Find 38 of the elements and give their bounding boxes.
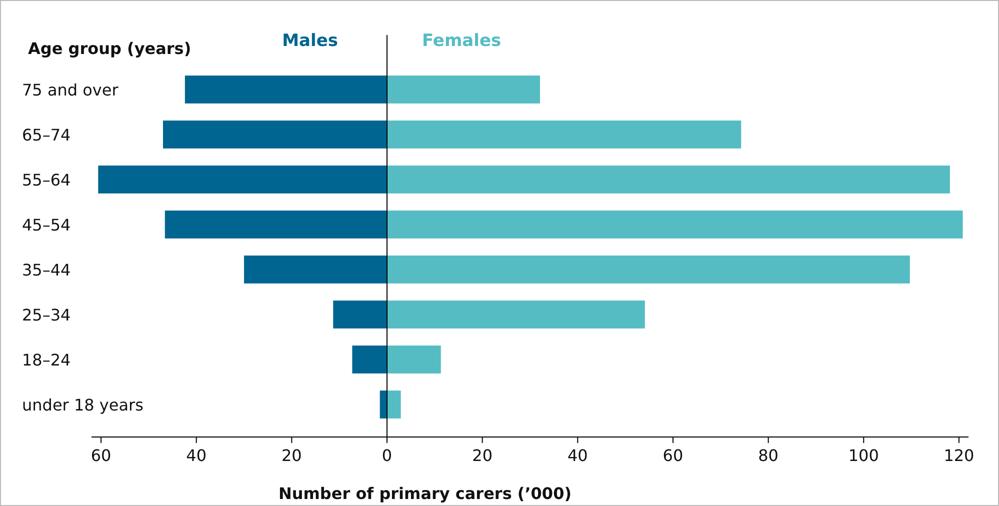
bar	[98, 166, 388, 194]
series-label: Males	[282, 31, 338, 51]
x-tick-label: 40	[186, 446, 207, 465]
bar	[387, 166, 950, 194]
bar	[387, 120, 742, 148]
y-tick-label: 55–64	[22, 170, 71, 190]
bar	[387, 256, 910, 284]
bar	[244, 256, 388, 284]
x-tick-label: 120	[944, 446, 974, 465]
bar	[387, 390, 401, 418]
bar	[387, 76, 540, 104]
bar	[184, 76, 388, 104]
y-tick-label: 75 and over	[22, 80, 119, 100]
bar	[333, 300, 388, 328]
bar	[387, 300, 645, 328]
bar	[380, 390, 388, 418]
y-tick-label: 65–74	[22, 126, 71, 144]
series-label: Females	[422, 31, 502, 51]
y-tick-label: 45–54	[22, 216, 71, 234]
y-tick-label: 18–24	[22, 350, 71, 370]
x-tick-label: 0	[382, 446, 392, 465]
bar	[387, 210, 963, 238]
y-tick-label: 35–44	[22, 260, 71, 280]
x-tick-label: 20	[472, 446, 493, 465]
x-axis-title: Number of primary carers (’000)	[278, 484, 572, 503]
y-tick-label: 25–34	[22, 306, 71, 324]
bar	[162, 120, 388, 148]
y-tick-label: under 18 years	[22, 396, 144, 414]
x-tick-label: 100	[848, 446, 879, 465]
bar	[352, 346, 388, 374]
x-tick-label: 40	[567, 446, 588, 465]
bar	[387, 346, 441, 374]
bar	[164, 210, 388, 238]
x-tick-label: 60	[90, 446, 112, 465]
x-tick-label: 60	[662, 446, 684, 465]
x-tick-label: 20	[282, 446, 302, 465]
y-axis-title: Age group (years)	[28, 39, 192, 58]
x-tick-label: 80	[758, 446, 778, 465]
